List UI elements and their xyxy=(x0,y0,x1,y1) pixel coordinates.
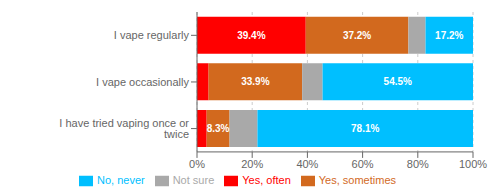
svg-text:I vape regularly: I vape regularly xyxy=(114,29,190,41)
svg-text:39.4%: 39.4% xyxy=(237,30,265,41)
svg-text:100%: 100% xyxy=(459,158,487,170)
html-text:Not sure: Not sure xyxy=(172,173,215,186)
svg-text:33.9%: 33.9% xyxy=(241,76,269,87)
svg-text:37.2%: 37.2% xyxy=(343,30,371,41)
svg-text:I have tried vaping once ortwi: I have tried vaping once ortwice xyxy=(59,117,189,140)
svg-text:17.2%: 17.2% xyxy=(435,30,463,41)
html-text:Yes, sometimes: Yes, sometimes xyxy=(318,173,396,186)
svg-text:80%: 80% xyxy=(407,158,429,170)
svg-text:I vape occasionally: I vape occasionally xyxy=(96,76,189,88)
svg-text:0%: 0% xyxy=(189,158,205,170)
svg-text:54.5%: 54.5% xyxy=(384,76,412,87)
svg-text:20%: 20% xyxy=(241,158,263,170)
svg-text:60%: 60% xyxy=(352,158,374,170)
html-text:No, never: No, never xyxy=(97,173,145,186)
svg-text:40%: 40% xyxy=(296,158,318,170)
svg-text:8.3%: 8.3% xyxy=(207,123,230,134)
svg-text:78.1%: 78.1% xyxy=(351,123,379,134)
html-text:Yes, often: Yes, often xyxy=(242,173,291,186)
